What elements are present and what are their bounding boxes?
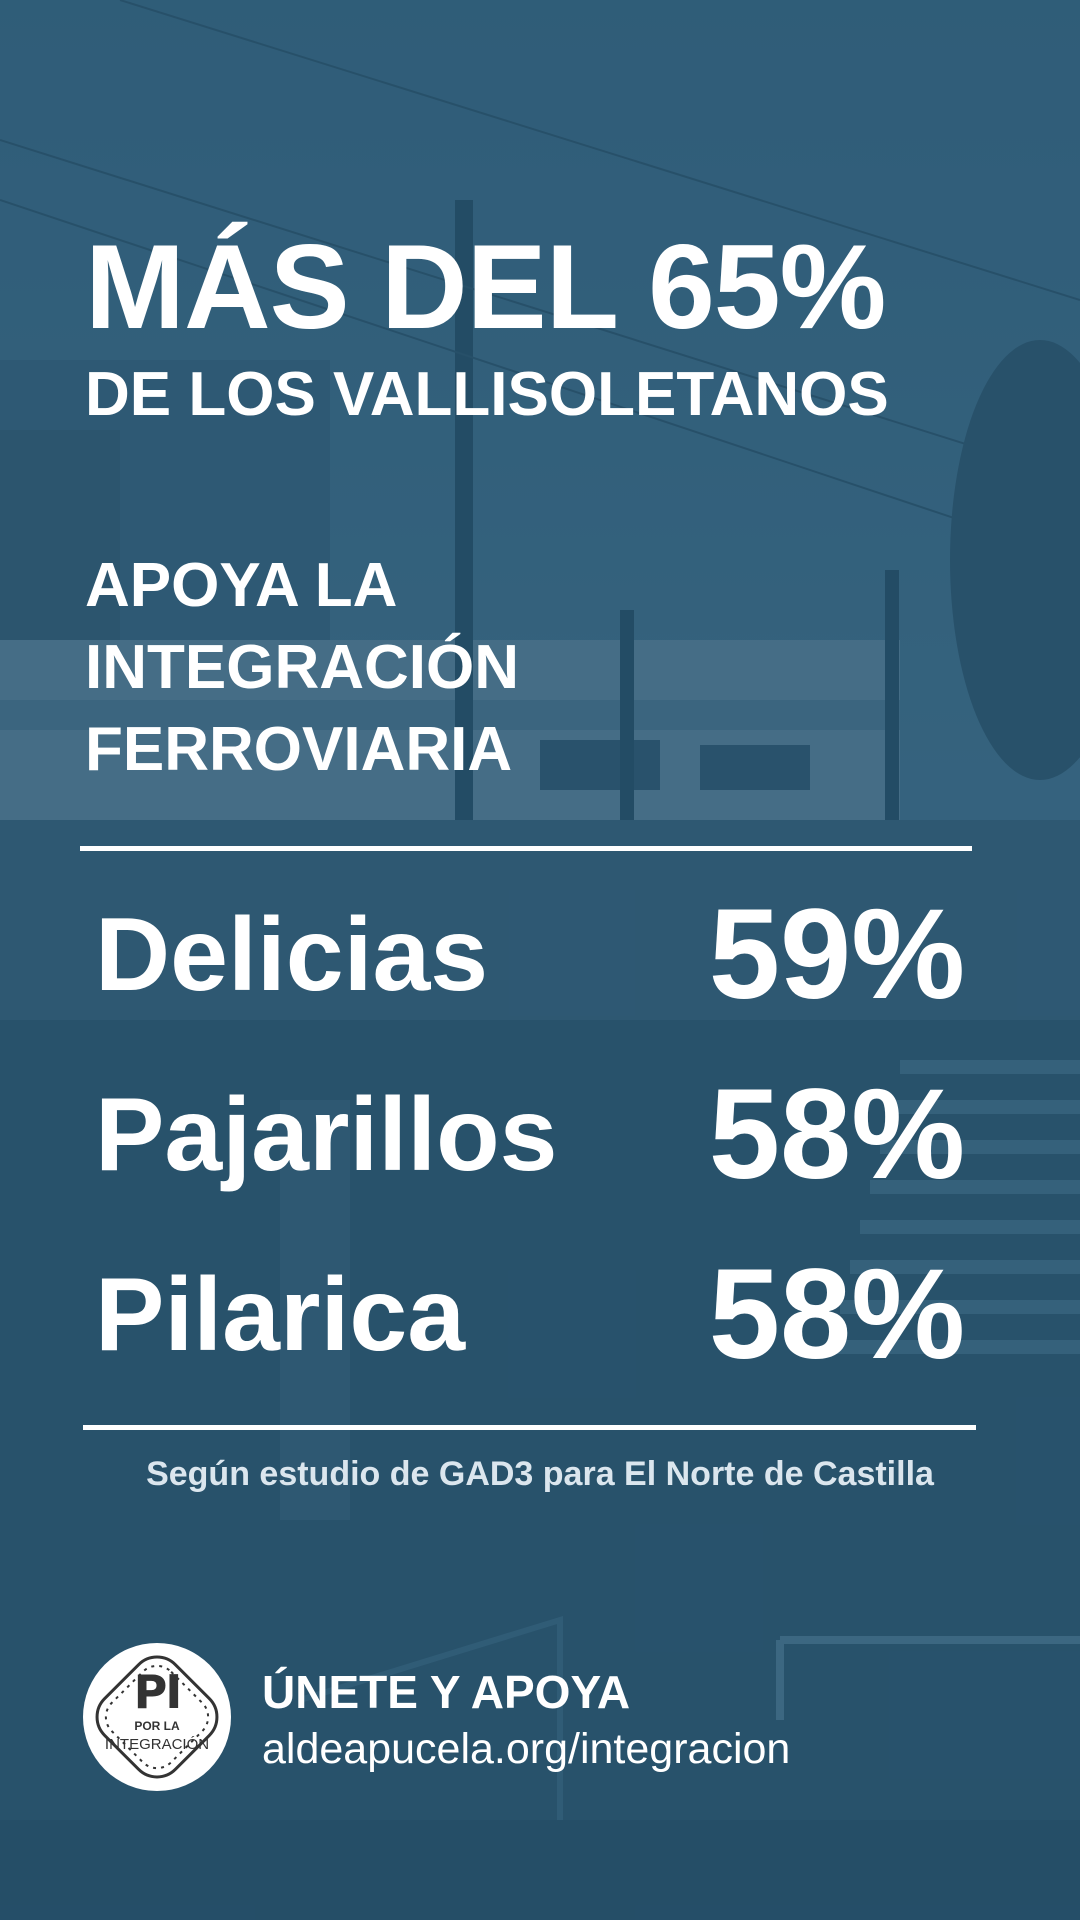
track-frame-icon [95,1655,219,1779]
source-note: Según estudio de GAD3 para El Norte de C… [146,1455,934,1493]
stat-label: Delicias [95,897,489,1013]
divider-top [80,846,972,851]
subheadline-line: FERROVIARIA [85,715,513,784]
subheadline-line: INTEGRACIÓN [85,633,519,702]
subheadline: APOYA LA INTEGRACIÓN FERROVIARIA [85,545,785,791]
headline-percentage: MÁS DEL 65% [85,220,886,354]
logo-text-line1: POR LA [134,1719,180,1733]
stat-value: 58% [708,1243,965,1386]
stat-row-delicias: Delicias 59% [95,880,975,1060]
stat-value: 59% [708,883,965,1026]
railway-track-logo-icon: PI POR LA INTEGRACIÓN [83,1643,231,1791]
stat-row-pajarillos: Pajarillos 58% [95,1060,975,1240]
logo-text-line2: INTEGRACIÓN [104,1736,210,1753]
stat-value: 58% [708,1063,965,1206]
divider-bottom [83,1425,976,1430]
cta-url-link[interactable]: aldeapucela.org/integracion [262,1725,791,1773]
stat-row-pilarica: Pilarica 58% [95,1240,975,1420]
subheadline-line: APOYA LA [85,551,398,620]
neighborhood-stats: Delicias 59% Pajarillos 58% Pilarica 58% [95,880,975,1420]
stat-label: Pilarica [95,1257,466,1373]
headline-subject: DE LOS VALLISOLETANOS [85,360,889,429]
stat-label: Pajarillos [95,1077,558,1193]
logo-initials: PI [133,1665,183,1719]
cta-title: ÚNETE Y APOYA [262,1666,631,1718]
